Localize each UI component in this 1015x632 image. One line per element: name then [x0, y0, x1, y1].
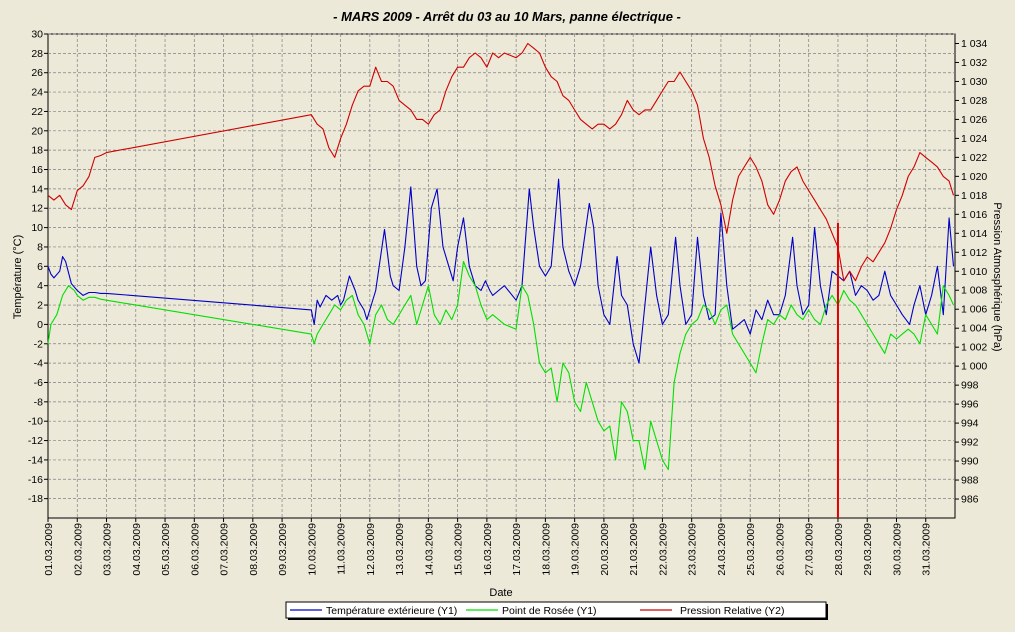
legend-label-temperature: Température extérieure (Y1): [326, 605, 457, 617]
y2-tick-label: 1 022: [961, 152, 987, 164]
y1-tick-label: 14: [31, 183, 43, 195]
x-tick-label: 19.03.2009: [570, 523, 582, 576]
x-tick-label: 30.03.2009: [891, 523, 903, 576]
y1-tick-label: -4: [34, 358, 43, 370]
y2-tick-label: 986: [961, 494, 979, 506]
y1-tick-label: -10: [28, 416, 43, 428]
y1-tick-label: 2: [37, 300, 43, 312]
x-tick-label: 05.03.2009: [160, 523, 172, 576]
series-temperature-line: [47, 178, 955, 364]
legend: Température extérieure (Y1) Point de Ros…: [285, 601, 828, 620]
y2-tick-label: 1 004: [961, 323, 987, 335]
y2-tick-label: 1 016: [961, 209, 987, 221]
y1-axis-label: Température (°C): [12, 235, 24, 319]
y2-tick-label: 1 008: [961, 285, 987, 297]
y2-axis-label: Pression Atmosphérique (hPa): [991, 202, 1003, 351]
y1-tick-label: -8: [34, 396, 43, 408]
y2-tick-label: 994: [961, 418, 979, 430]
x-tick-label: 02.03.2009: [72, 523, 84, 576]
y2-tick-label: 1 020: [961, 171, 987, 183]
y1-tick-label: -2: [34, 338, 43, 350]
x-tick-label: 14.03.2009: [423, 523, 435, 576]
y1-tick-label: 6: [37, 261, 43, 273]
y1-tick-label: -12: [28, 435, 43, 447]
chart-title: - MARS 2009 - Arrêt du 03 au 10 Mars, pa…: [333, 9, 681, 24]
x-tick-label: 01.03.2009: [43, 523, 55, 576]
x-tick-label: 18.03.2009: [540, 523, 552, 576]
y2-tick-label: 1 018: [961, 190, 987, 202]
y1-tick-label: 26: [31, 67, 43, 79]
y2-tick-label: 1 028: [961, 95, 987, 107]
y2-tick-label: 990: [961, 456, 979, 468]
x-tick-label: 20.03.2009: [599, 523, 611, 576]
y1-tick-label: -6: [34, 377, 43, 389]
legend-shadow-right: [826, 604, 828, 620]
x-tick-label: 06.03.2009: [189, 523, 201, 576]
y2-tick-label: 1 000: [961, 361, 987, 373]
x-tick-label: 31.03.2009: [921, 523, 933, 576]
y1-tick-label: -18: [28, 493, 43, 505]
x-tick-label: 23.03.2009: [687, 523, 699, 576]
y2-tick-label: 998: [961, 380, 979, 392]
y2-tick-label: 1 012: [961, 247, 987, 259]
y1-tick-label: 10: [31, 222, 43, 234]
y1-tick-label: 12: [31, 203, 43, 215]
x-tick-label: 11.03.2009: [336, 523, 348, 575]
legend-shadow-bottom: [288, 618, 828, 620]
y2-tick-label: 1 006: [961, 304, 987, 316]
y1-tick-label: 24: [31, 87, 43, 99]
y1-tick-label: 4: [37, 280, 43, 292]
y1-tick-label: 22: [31, 106, 43, 118]
x-tick-label: 03.03.2009: [102, 523, 114, 576]
x-tick-label: 04.03.2009: [131, 523, 143, 576]
y1-tick-label: 8: [37, 241, 43, 253]
y1-tick-label: 20: [31, 125, 43, 137]
y2-tick-label: 1 010: [961, 266, 987, 278]
legend-label-dewpoint: Point de Rosée (Y1): [502, 605, 597, 617]
legend-label-pressure: Pression Relative (Y2): [680, 605, 784, 617]
y2-tick-label: 992: [961, 437, 979, 449]
x-tick-label: 09.03.2009: [277, 523, 289, 576]
y2-tick-label: 996: [961, 399, 979, 411]
y2-tick-label: 1 032: [961, 57, 987, 69]
x-tick-label: 17.03.2009: [511, 523, 523, 576]
y2-tick-label: 1 002: [961, 342, 987, 354]
x-tick-label: 10.03.2009: [306, 523, 318, 576]
x-tick-label: 21.03.2009: [628, 523, 640, 576]
plot-area: [47, 33, 956, 519]
x-tick-label: 15.03.2009: [453, 523, 465, 576]
x-tick-label: 25.03.2009: [745, 523, 757, 576]
x-axis-label: Date: [489, 587, 512, 599]
y1-tick-label: 0: [37, 319, 43, 331]
x-tick-label: 12.03.2009: [365, 523, 377, 576]
series-dewpoint-line: [47, 260, 954, 471]
x-tick-label: 24.03.2009: [716, 523, 728, 576]
x-tick-label: 08.03.2009: [248, 523, 260, 576]
x-tick-label: 16.03.2009: [482, 523, 494, 576]
y2-tick-label: 1 026: [961, 114, 987, 126]
y2-tick-label: 1 030: [961, 76, 987, 88]
x-tick-label: 27.03.2009: [804, 523, 816, 576]
x-tick-label: 29.03.2009: [862, 523, 874, 576]
y1-tick-label: -16: [28, 474, 43, 486]
y2-tick-label: 1 034: [961, 38, 987, 50]
x-tick-label: 13.03.2009: [394, 523, 406, 576]
x-tick-label: 28.03.2009: [833, 523, 845, 576]
y2-tick-label: 1 024: [961, 133, 987, 145]
y1-tick-label: 30: [31, 29, 43, 41]
x-tick-label: 22.03.2009: [657, 523, 669, 576]
y1-tick-label: 18: [31, 145, 43, 157]
y1-tick-label: -14: [28, 454, 43, 466]
y2-tick-label: 1 014: [961, 228, 987, 240]
y2-tick-label: 988: [961, 475, 979, 487]
y1-tick-label: 16: [31, 164, 43, 176]
x-tick-label: 07.03.2009: [219, 523, 231, 576]
y1-tick-label: 28: [31, 48, 43, 60]
x-tick-label: 26.03.2009: [774, 523, 786, 576]
